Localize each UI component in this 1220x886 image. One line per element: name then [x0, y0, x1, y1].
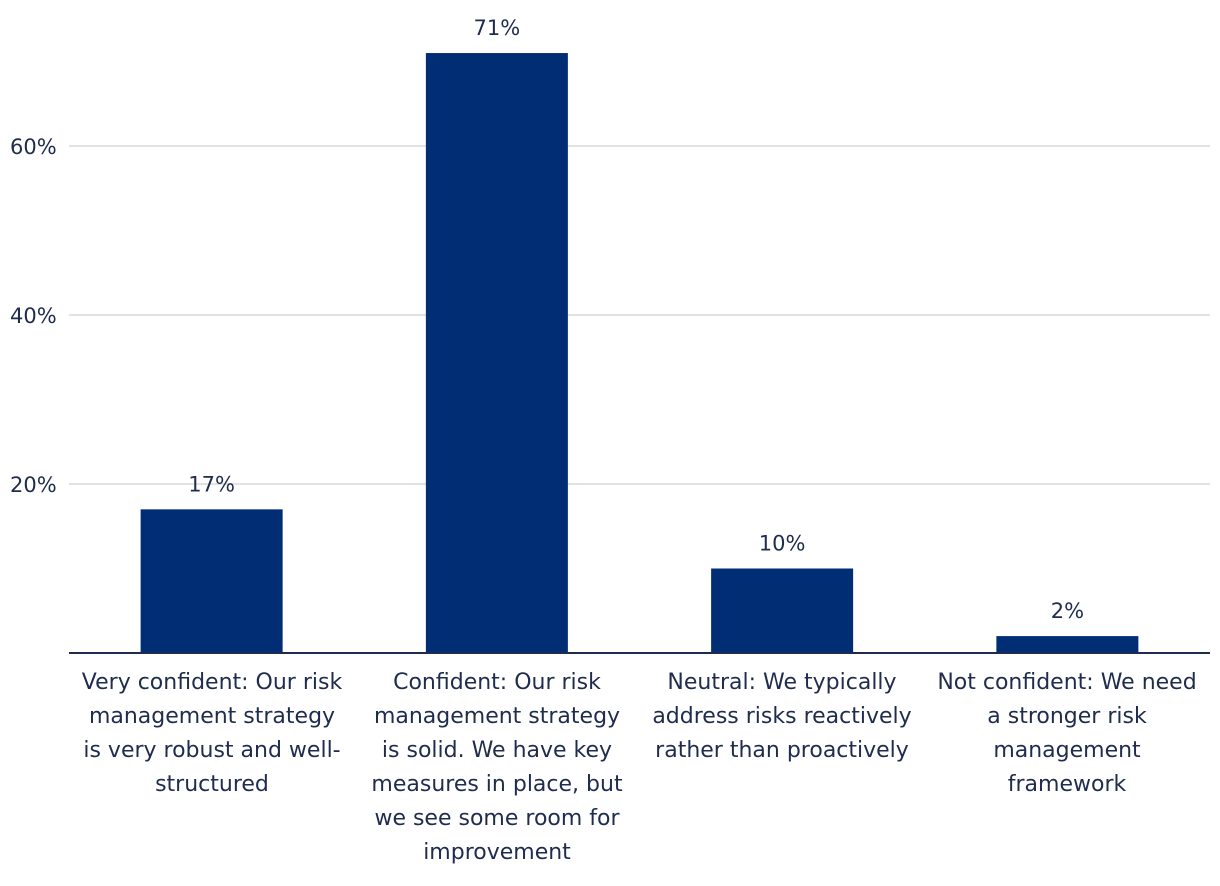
y-tick-label-60: 60%	[10, 135, 57, 159]
x-category-label-confident: Confident: Our risk management strategy …	[371, 670, 623, 865]
grid-layer	[69, 145, 1210, 485]
x-category-label-neutral: Neutral: We typically address risks reac…	[652, 670, 912, 763]
data-label-not-confident: 2%	[1051, 599, 1084, 623]
bar-very-confident	[140, 509, 283, 653]
data-label-very-confident: 17%	[188, 472, 235, 496]
x-category-label-very-confident: Very confident: Our risk management stra…	[81, 670, 343, 797]
bar-neutral	[711, 568, 854, 653]
data-label-confident: 71%	[474, 16, 521, 40]
bar-layer	[140, 53, 1139, 654]
label-layer: 20% 40% 60% 17% 71% 10% 2%	[10, 16, 1084, 623]
y-tick-label-20: 20%	[10, 473, 57, 497]
bar-not-confident	[996, 636, 1139, 653]
bar-confident	[425, 53, 568, 654]
data-label-neutral: 10%	[759, 532, 806, 556]
x-category-label-not-confident: Not confident: We need a stronger risk m…	[937, 670, 1197, 797]
y-tick-label-40: 40%	[10, 304, 57, 328]
